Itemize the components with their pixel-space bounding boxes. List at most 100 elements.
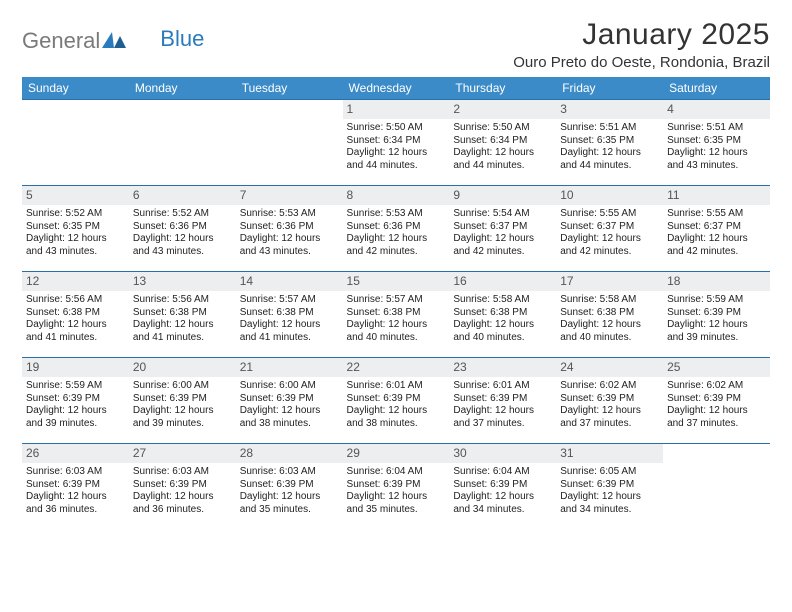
day-number: 14 <box>236 272 343 291</box>
day-number: 24 <box>556 358 663 377</box>
calendar-day-cell: 10 Sunrise: 5:55 AMSunset: 6:37 PMDayligh… <box>556 186 663 272</box>
calendar-day-cell: 7Sunrise: 5:53 AMSunset: 6:36 PMDaylight… <box>236 186 343 272</box>
day-number: 18 <box>663 272 770 291</box>
day-number: 15 <box>343 272 450 291</box>
day-detail: Sunrise: 6:00 AMSunset: 6:39 PMDaylight:… <box>133 380 232 430</box>
calendar-week-row: 19 Sunrise: 5:59 AMSunset: 6:39 PMDayligh… <box>22 358 770 444</box>
day-detail: Sunrise: 5:50 AMSunset: 6:34 PMDaylight:… <box>453 122 552 172</box>
day-number: 11 <box>663 186 770 205</box>
calendar-day-cell: 4 Sunrise: 5:51 AMSunset: 6:35 PMDaylight… <box>663 100 770 186</box>
calendar-week-row: 1Sunrise: 5:50 AMSunset: 6:34 PMDaylight… <box>22 100 770 186</box>
calendar-day-cell: 15 Sunrise: 5:57 AMSunset: 6:38 PMDayligh… <box>343 272 450 358</box>
calendar-day-cell <box>236 100 343 186</box>
brand-logo: General Blue <box>22 18 204 54</box>
day-of-week-header: Sunday <box>22 77 129 100</box>
calendar-day-cell: 13Sunrise: 5:56 AMSunset: 6:38 PMDayligh… <box>129 272 236 358</box>
calendar-day-cell: 20 Sunrise: 6:00 AMSunset: 6:39 PMDayligh… <box>129 358 236 444</box>
calendar-day-cell <box>663 444 770 530</box>
day-number: 9 <box>449 186 556 205</box>
day-number: 25 <box>663 358 770 377</box>
calendar-day-cell: 22Sunrise: 6:01 AMSunset: 6:39 PMDayligh… <box>343 358 450 444</box>
brand-logo-icon <box>102 28 128 54</box>
title-block: January 2025 Ouro Preto do Oeste, Rondon… <box>513 18 770 71</box>
day-number: 21 <box>236 358 343 377</box>
calendar-table: SundayMondayTuesdayWednesdayThursdayFrid… <box>22 77 770 530</box>
day-detail: Sunrise: 5:58 AMSunset: 6:38 PMDaylight:… <box>560 294 659 344</box>
calendar-day-cell: 14 Sunrise: 5:57 AMSunset: 6:38 PMDayligh… <box>236 272 343 358</box>
day-detail: Sunrise: 6:01 AMSunset: 6:39 PMDaylight:… <box>347 380 446 430</box>
day-detail: Sunrise: 5:51 AMSunset: 6:35 PMDaylight:… <box>560 122 659 172</box>
calendar-week-row: 5Sunrise: 5:52 AMSunset: 6:35 PMDaylight… <box>22 186 770 272</box>
day-detail: Sunrise: 5:58 AMSunset: 6:38 PMDaylight:… <box>453 294 552 344</box>
day-number: 20 <box>129 358 236 377</box>
month-title: January 2025 <box>513 18 770 52</box>
calendar-day-cell: 3 Sunrise: 5:51 AMSunset: 6:35 PMDaylight… <box>556 100 663 186</box>
day-number: 31 <box>556 444 663 463</box>
day-number: 1 <box>343 100 450 119</box>
day-detail: Sunrise: 5:51 AMSunset: 6:35 PMDaylight:… <box>667 122 766 172</box>
day-detail: Sunrise: 5:59 AMSunset: 6:39 PMDaylight:… <box>26 380 125 430</box>
day-detail: Sunrise: 5:56 AMSunset: 6:38 PMDaylight:… <box>26 294 125 344</box>
day-detail: Sunrise: 5:57 AMSunset: 6:38 PMDaylight:… <box>347 294 446 344</box>
calendar-day-cell: 30 Sunrise: 6:04 AMSunset: 6:39 PMDayligh… <box>449 444 556 530</box>
calendar-body: 1Sunrise: 5:50 AMSunset: 6:34 PMDaylight… <box>22 100 770 530</box>
day-number: 6 <box>129 186 236 205</box>
day-detail: Sunrise: 6:03 AMSunset: 6:39 PMDaylight:… <box>133 466 232 516</box>
day-of-week-header: Thursday <box>449 77 556 100</box>
day-number: 17 <box>556 272 663 291</box>
calendar-day-cell: 17 Sunrise: 5:58 AMSunset: 6:38 PMDayligh… <box>556 272 663 358</box>
calendar-day-cell: 18 Sunrise: 5:59 AMSunset: 6:39 PMDayligh… <box>663 272 770 358</box>
day-of-week-header: Friday <box>556 77 663 100</box>
calendar-day-cell: 23 Sunrise: 6:01 AMSunset: 6:39 PMDayligh… <box>449 358 556 444</box>
day-detail: Sunrise: 6:04 AMSunset: 6:39 PMDaylight:… <box>453 466 552 516</box>
day-number: 2 <box>449 100 556 119</box>
day-detail: Sunrise: 6:05 AMSunset: 6:39 PMDaylight:… <box>560 466 659 516</box>
day-number: 4 <box>663 100 770 119</box>
brand-part2: Blue <box>160 26 204 52</box>
calendar-day-cell <box>22 100 129 186</box>
day-number: 19 <box>22 358 129 377</box>
calendar-day-cell: 24 Sunrise: 6:02 AMSunset: 6:39 PMDayligh… <box>556 358 663 444</box>
day-detail: Sunrise: 5:59 AMSunset: 6:39 PMDaylight:… <box>667 294 766 344</box>
brand-part1: General <box>22 28 100 54</box>
day-detail: Sunrise: 5:57 AMSunset: 6:38 PMDaylight:… <box>240 294 339 344</box>
day-of-week-header: Tuesday <box>236 77 343 100</box>
day-detail: Sunrise: 5:55 AMSunset: 6:37 PMDaylight:… <box>667 208 766 258</box>
day-detail: Sunrise: 6:00 AMSunset: 6:39 PMDaylight:… <box>240 380 339 430</box>
day-of-week-header: Monday <box>129 77 236 100</box>
day-number: 28 <box>236 444 343 463</box>
day-number: 7 <box>236 186 343 205</box>
day-of-week-header: Saturday <box>663 77 770 100</box>
day-detail: Sunrise: 6:02 AMSunset: 6:39 PMDaylight:… <box>560 380 659 430</box>
day-detail: Sunrise: 5:53 AMSunset: 6:36 PMDaylight:… <box>347 208 446 258</box>
day-detail: Sunrise: 6:03 AMSunset: 6:39 PMDaylight:… <box>26 466 125 516</box>
calendar-day-cell: 27 Sunrise: 6:03 AMSunset: 6:39 PMDayligh… <box>129 444 236 530</box>
calendar-day-cell: 12 Sunrise: 5:56 AMSunset: 6:38 PMDayligh… <box>22 272 129 358</box>
calendar-day-cell: 5Sunrise: 5:52 AMSunset: 6:35 PMDaylight… <box>22 186 129 272</box>
day-number: 12 <box>22 272 129 291</box>
day-number: 27 <box>129 444 236 463</box>
day-detail: Sunrise: 5:52 AMSunset: 6:36 PMDaylight:… <box>133 208 232 258</box>
day-detail: Sunrise: 6:02 AMSunset: 6:39 PMDaylight:… <box>667 380 766 430</box>
days-of-week-row: SundayMondayTuesdayWednesdayThursdayFrid… <box>22 77 770 100</box>
calendar-day-cell: 1Sunrise: 5:50 AMSunset: 6:34 PMDaylight… <box>343 100 450 186</box>
calendar-week-row: 12Sunrise: 5:56 AMSunset: 6:38 PMDayligh… <box>22 272 770 358</box>
calendar-day-cell: 28Sunrise: 6:03 AMSunset: 6:39 PMDayligh… <box>236 444 343 530</box>
day-detail: Sunrise: 5:55 AMSunset: 6:37 PMDaylight:… <box>560 208 659 258</box>
day-number: 10 <box>556 186 663 205</box>
day-detail: Sunrise: 5:52 AMSunset: 6:35 PMDaylight:… <box>26 208 125 258</box>
day-number: 30 <box>449 444 556 463</box>
day-number: 8 <box>343 186 450 205</box>
day-of-week-header: Wednesday <box>343 77 450 100</box>
day-detail: Sunrise: 5:54 AMSunset: 6:37 PMDaylight:… <box>453 208 552 258</box>
day-number: 3 <box>556 100 663 119</box>
calendar-day-cell: 25 Sunrise: 6:02 AMSunset: 6:39 PMDayligh… <box>663 358 770 444</box>
calendar-day-cell <box>129 100 236 186</box>
calendar-day-cell: 29Sunrise: 6:04 AMSunset: 6:39 PMDayligh… <box>343 444 450 530</box>
day-number: 23 <box>449 358 556 377</box>
location-subtitle: Ouro Preto do Oeste, Rondonia, Brazil <box>513 54 770 71</box>
day-detail: Sunrise: 6:01 AMSunset: 6:39 PMDaylight:… <box>453 380 552 430</box>
calendar-day-cell: 6 Sunrise: 5:52 AMSunset: 6:36 PMDaylight… <box>129 186 236 272</box>
day-detail: Sunrise: 5:56 AMSunset: 6:38 PMDaylight:… <box>133 294 232 344</box>
calendar-day-cell: 9 Sunrise: 5:54 AMSunset: 6:37 PMDaylight… <box>449 186 556 272</box>
